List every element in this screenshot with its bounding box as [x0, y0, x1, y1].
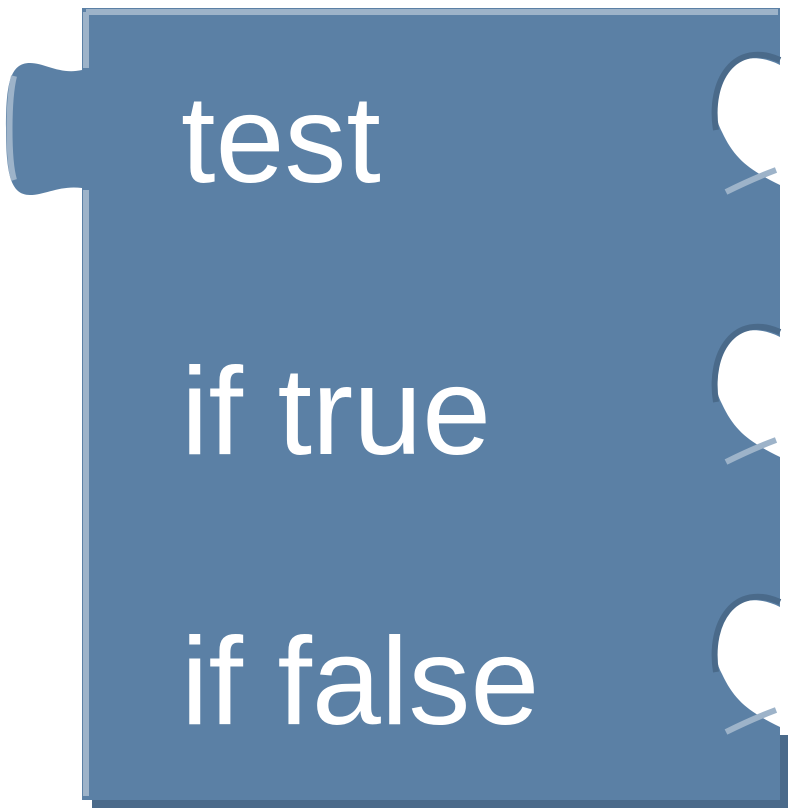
input-label-test: test [181, 71, 381, 209]
socket-highlight-if-false [724, 707, 778, 735]
value-input-socket-if-false[interactable] [700, 595, 780, 735]
block-shadow-right-upper [711, 51, 782, 131]
socket-highlight-test [724, 167, 778, 195]
block-shadow-right-lower [711, 593, 782, 673]
socket-highlight-if-true [724, 437, 778, 465]
block-shadow-bottom [92, 735, 788, 808]
output-tab-highlight [6, 75, 17, 181]
value-input-socket-test[interactable] [700, 55, 780, 195]
block-shadow-right-middle [711, 323, 782, 403]
value-input-socket-if-true[interactable] [700, 325, 780, 465]
input-label-if-false: if false [181, 613, 540, 751]
block-body[interactable] [6, 8, 780, 800]
input-label-if-true: if true [181, 343, 492, 481]
